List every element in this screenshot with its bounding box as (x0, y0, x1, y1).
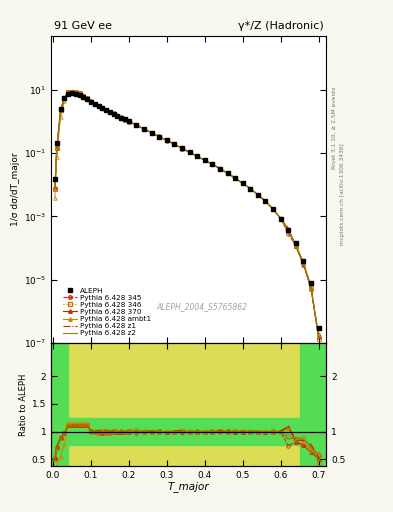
Text: 91 GeV ee: 91 GeV ee (54, 21, 112, 31)
Y-axis label: 1/σ dσ/dT_major: 1/σ dσ/dT_major (11, 153, 20, 226)
X-axis label: T_major: T_major (168, 481, 209, 492)
Text: γ*/Z (Hadronic): γ*/Z (Hadronic) (238, 21, 323, 31)
Legend: ALEPH, Pythia 6.428 345, Pythia 6.428 346, Pythia 6.428 370, Pythia 6.428 ambt1,: ALEPH, Pythia 6.428 345, Pythia 6.428 34… (63, 287, 151, 336)
Text: ALEPH_2004_S5765862: ALEPH_2004_S5765862 (157, 302, 248, 311)
Y-axis label: Ratio to ALEPH: Ratio to ALEPH (19, 373, 28, 436)
Text: Rivet 3.1.10, ≥ 2.5M events: Rivet 3.1.10, ≥ 2.5M events (332, 87, 337, 169)
Text: mcplots.cern.ch [arXiv:1306.3436]: mcplots.cern.ch [arXiv:1306.3436] (340, 144, 345, 245)
